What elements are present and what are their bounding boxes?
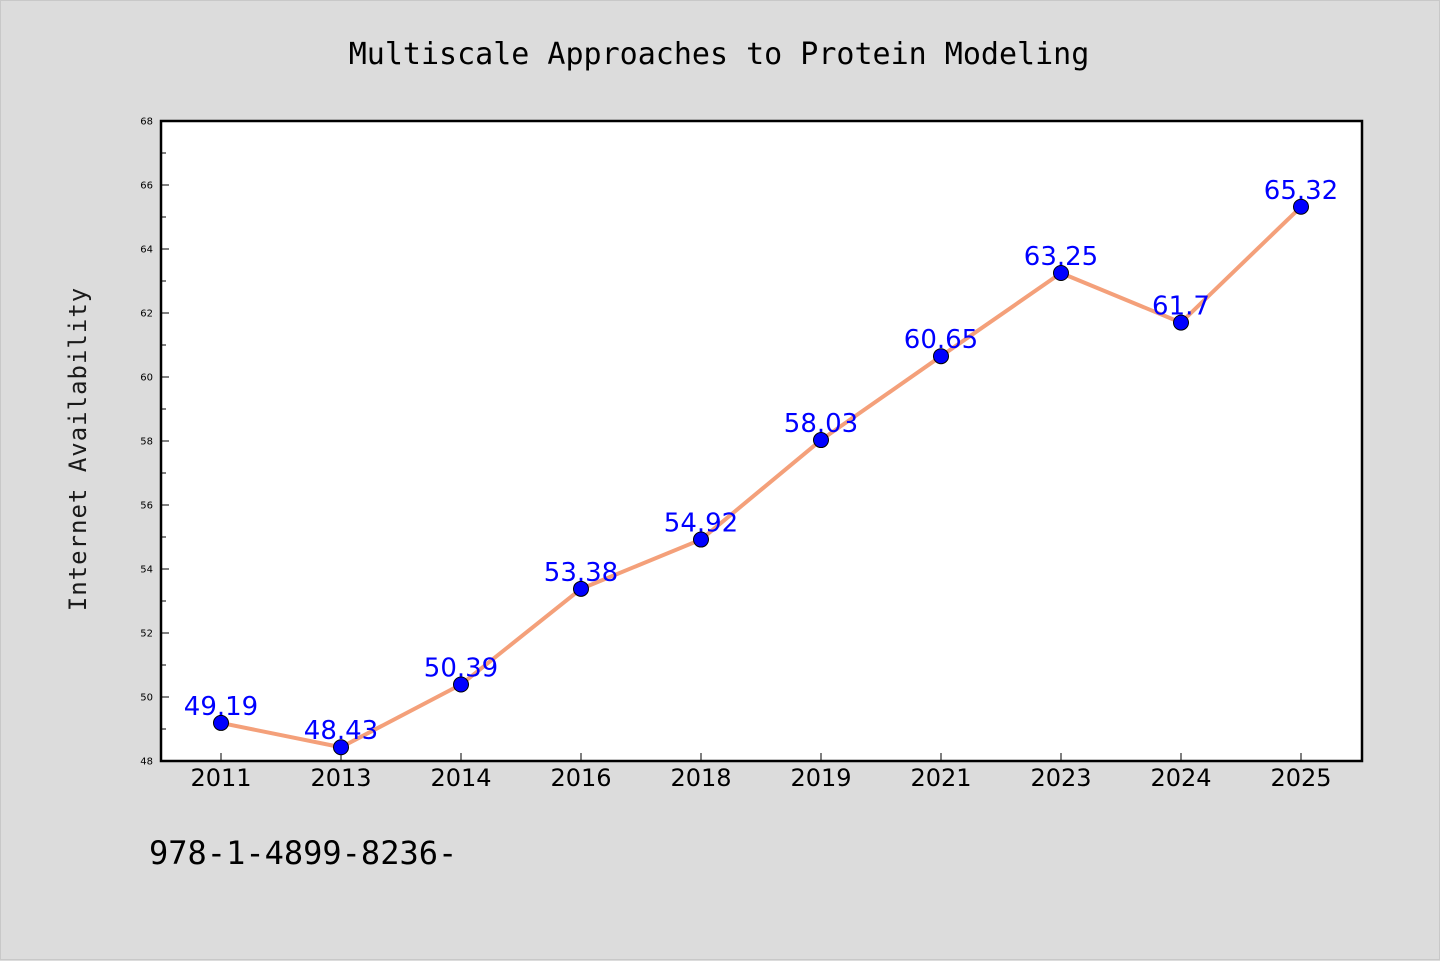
x-tick-label: 2011 bbox=[190, 764, 251, 792]
data-point bbox=[333, 739, 349, 756]
plot-area bbox=[159, 119, 1364, 763]
x-tick-label: 2021 bbox=[910, 764, 971, 792]
data-label: 63.25 bbox=[1024, 242, 1098, 272]
y-tick-label: 52 bbox=[140, 629, 153, 640]
data-label: 60.65 bbox=[904, 325, 978, 355]
data-point bbox=[933, 348, 949, 365]
x-axis-ticks: 2011 2013 2014 2016 2018 2019 2021 2023 2024 2025 bbox=[190, 753, 1332, 792]
data-series bbox=[213, 198, 1309, 756]
data-label: 50.39 bbox=[424, 654, 498, 684]
data-label: 65.32 bbox=[1264, 176, 1338, 206]
data-point bbox=[1293, 198, 1309, 215]
x-tick-label: 2013 bbox=[310, 764, 371, 792]
x-tick-label: 2019 bbox=[790, 764, 851, 792]
x-tick-label: 2024 bbox=[1150, 764, 1211, 792]
y-tick-label: 54 bbox=[140, 565, 153, 576]
data-labels: 49.19 48.43 50.39 53.38 54.92 58.03 60.65 63.25… bbox=[184, 176, 1338, 746]
data-point bbox=[1053, 265, 1069, 281]
y-tick-label: 64 bbox=[140, 245, 153, 256]
y-tick-label: 66 bbox=[140, 181, 153, 192]
x-tick-label: 2023 bbox=[1030, 764, 1091, 792]
data-point bbox=[693, 531, 709, 548]
y-axis-label: Internet Availability bbox=[64, 287, 92, 611]
y-tick-label: 58 bbox=[140, 437, 153, 448]
data-point bbox=[813, 432, 829, 449]
data-point bbox=[453, 676, 469, 693]
data-label: 49.19 bbox=[184, 692, 258, 722]
data-label: 61.7 bbox=[1152, 292, 1210, 322]
y-tick-label: 48 bbox=[140, 757, 153, 768]
data-point bbox=[1173, 314, 1189, 331]
x-tick-label: 2018 bbox=[670, 764, 731, 792]
y-tick-label: 62 bbox=[140, 309, 153, 320]
data-point bbox=[213, 714, 229, 731]
x-tick-label: 2014 bbox=[430, 764, 491, 792]
data-label: 48.43 bbox=[304, 716, 378, 746]
data-label: 58.03 bbox=[784, 409, 858, 439]
y-tick-label: 50 bbox=[140, 693, 153, 704]
series-line bbox=[219, 204, 1303, 750]
y-axis-ticks: 48 50 52 54 56 58 60 62 64 66 68 bbox=[140, 117, 169, 768]
y-tick-label: 68 bbox=[140, 117, 153, 128]
data-label: 54.92 bbox=[664, 509, 738, 539]
data-point bbox=[573, 580, 589, 597]
x-tick-label: 2016 bbox=[550, 764, 611, 792]
data-label: 53.38 bbox=[544, 558, 618, 588]
y-tick-label: 60 bbox=[140, 373, 153, 384]
x-tick-label: 2025 bbox=[1270, 764, 1331, 792]
isbn-text: 978-1-4899-8236- bbox=[149, 834, 457, 872]
y-tick-label: 56 bbox=[140, 501, 153, 512]
chart-title: Multiscale Approaches to Protein Modelin… bbox=[349, 37, 1090, 72]
